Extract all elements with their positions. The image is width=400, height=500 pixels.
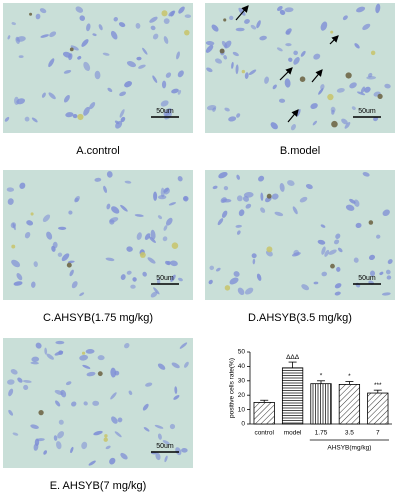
bar — [310, 383, 332, 425]
x-tick-label: 3.5 — [345, 430, 354, 437]
arrows — [235, 5, 339, 123]
x-tick-label: 1.75 — [315, 430, 328, 437]
y-tick-label: 50 — [238, 349, 246, 356]
panel-caption: E. AHSYB(7 mg/kg) — [50, 480, 147, 492]
scale-bar-label: 50um — [156, 108, 174, 115]
image-background — [3, 3, 193, 133]
scale-bar-label: 50um — [156, 275, 174, 282]
panel-caption: B.model — [280, 145, 320, 157]
bar — [338, 383, 361, 425]
y-tick-label: 10 — [238, 406, 246, 413]
significance-label: * — [320, 373, 323, 380]
micrograph: 50um — [3, 170, 193, 300]
micrograph: 50um — [205, 170, 395, 300]
y-tick-label: 40 — [238, 363, 246, 370]
panel-caption: D.AHSYB(3.5 mg/kg) — [248, 312, 352, 324]
x-tick-label: model — [284, 430, 302, 437]
bar — [367, 392, 389, 425]
panel-caption: C.AHSYB(1.75 mg/kg) — [43, 312, 153, 324]
micrograph: 50um — [3, 338, 193, 468]
arrow — [329, 35, 339, 45]
significance-label: *** — [374, 382, 382, 389]
scale-bar-label: 50um — [358, 275, 376, 282]
x-tick-label: control — [254, 430, 274, 437]
panel-caption: A.control — [76, 145, 119, 157]
significance-label: ΔΔΔ — [286, 354, 300, 361]
micrograph: 50um — [205, 3, 395, 133]
y-axis-label: positive cells rate(%) — [229, 358, 236, 418]
group-label: AHSYB(mg/kg) — [327, 445, 371, 452]
scale-bar-label: 50um — [358, 108, 376, 115]
arrow — [311, 69, 323, 83]
micrograph: 50um — [3, 3, 193, 133]
bar — [253, 401, 275, 425]
significance-label: * — [348, 373, 351, 380]
arrow — [279, 67, 293, 81]
arrow — [287, 109, 299, 123]
y-tick-label: 0 — [241, 421, 245, 428]
arrow — [235, 5, 249, 21]
y-tick-label: 30 — [238, 378, 246, 385]
scale-bar-label: 50um — [156, 443, 174, 450]
bar — [281, 367, 304, 425]
x-tick-label: 7 — [376, 430, 380, 437]
y-tick-label: 20 — [238, 392, 246, 399]
micrographs: 50um A.control 50um B.model 50um C.AHSYB(1.75… — [3, 3, 395, 492]
